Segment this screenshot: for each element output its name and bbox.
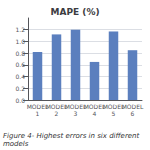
- svg-text:4: 4: [93, 110, 97, 117]
- svg-text:MODEL: MODEL: [102, 103, 125, 110]
- svg-text:MODEL: MODEL: [122, 103, 144, 110]
- svg-text:MODEL: MODEL: [45, 103, 68, 110]
- svg-text:5: 5: [112, 110, 116, 117]
- svg-text:0.6: 0.6: [15, 61, 25, 68]
- svg-text:1.2: 1.2: [15, 26, 25, 33]
- svg-text:0.8: 0.8: [15, 50, 25, 57]
- svg-text:2: 2: [55, 110, 59, 117]
- svg-text:1: 1: [36, 110, 40, 117]
- svg-text:0.0: 0.0: [15, 97, 25, 104]
- svg-text:0.2: 0.2: [15, 85, 25, 92]
- svg-text:MODEL: MODEL: [64, 103, 87, 110]
- svg-text:6: 6: [131, 110, 135, 117]
- svg-text:3: 3: [74, 110, 78, 117]
- svg-text:MODEL: MODEL: [26, 103, 49, 110]
- svg-text:MAPE (%): MAPE (%): [50, 7, 99, 17]
- svg-text:1.0: 1.0: [15, 38, 25, 45]
- svg-text:MODEL: MODEL: [83, 103, 106, 110]
- svg-text:Figure 4- Highest errors in si: Figure 4- Highest errors in six differen…: [3, 132, 141, 140]
- svg-text:models: models: [3, 140, 29, 148]
- svg-text:0.4: 0.4: [15, 73, 25, 80]
